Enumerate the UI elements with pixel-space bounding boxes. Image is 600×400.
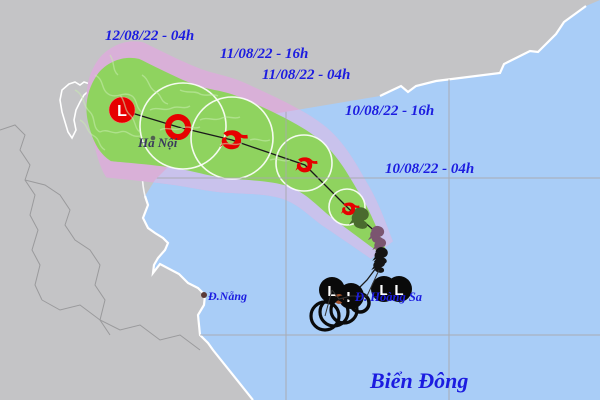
svg-text:Biển Đông: Biển Đông (369, 368, 468, 393)
svg-text:10/08/22 - 16h: 10/08/22 - 16h (345, 103, 434, 119)
svg-text:Đ.Nẵng: Đ.Nẵng (207, 289, 247, 303)
svg-text:11/08/22 - 04h: 11/08/22 - 04h (262, 67, 350, 83)
svg-text:11/08/22 - 16h: 11/08/22 - 16h (220, 46, 308, 62)
svg-text:10/08/22 - 04h: 10/08/22 - 04h (385, 161, 474, 177)
svg-text:Hà Nội: Hà Nội (137, 135, 178, 150)
svg-text:12/08/22 - 04h: 12/08/22 - 04h (105, 28, 194, 44)
svg-text:Đ. Hoàng Sa: Đ. Hoàng Sa (354, 290, 422, 304)
